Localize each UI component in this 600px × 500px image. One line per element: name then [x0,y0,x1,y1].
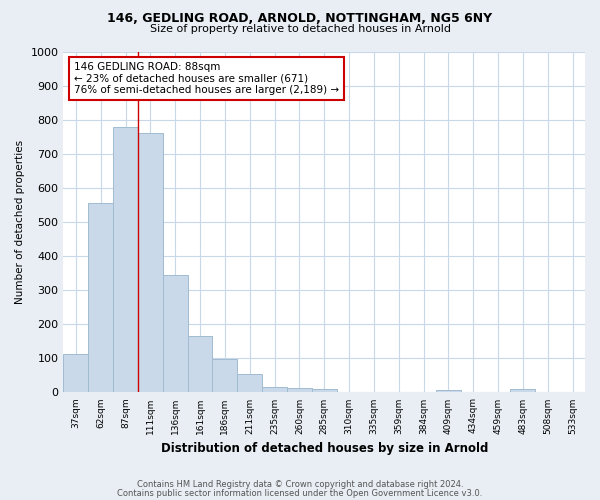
Bar [138,132,163,392]
Text: Contains public sector information licensed under the Open Government Licence v3: Contains public sector information licen… [118,489,482,498]
Bar [188,336,212,392]
Text: 146 GEDLING ROAD: 88sqm
← 23% of detached houses are smaller (671)
76% of semi-d: 146 GEDLING ROAD: 88sqm ← 23% of detache… [74,62,339,95]
Y-axis label: Number of detached properties: Number of detached properties [15,140,25,304]
Bar [237,374,262,392]
Bar [88,203,113,392]
X-axis label: Distribution of detached houses by size in Arnold: Distribution of detached houses by size … [161,442,488,455]
Bar [64,354,88,393]
Bar [312,390,337,392]
Text: Contains HM Land Registry data © Crown copyright and database right 2024.: Contains HM Land Registry data © Crown c… [137,480,463,489]
Bar [163,276,188,392]
Bar [262,388,287,392]
Bar [113,127,138,392]
Bar [436,390,461,392]
Bar [212,360,237,392]
Text: 146, GEDLING ROAD, ARNOLD, NOTTINGHAM, NG5 6NY: 146, GEDLING ROAD, ARNOLD, NOTTINGHAM, N… [107,12,493,26]
Bar [287,388,312,392]
Text: Size of property relative to detached houses in Arnold: Size of property relative to detached ho… [149,24,451,34]
Bar [511,390,535,392]
